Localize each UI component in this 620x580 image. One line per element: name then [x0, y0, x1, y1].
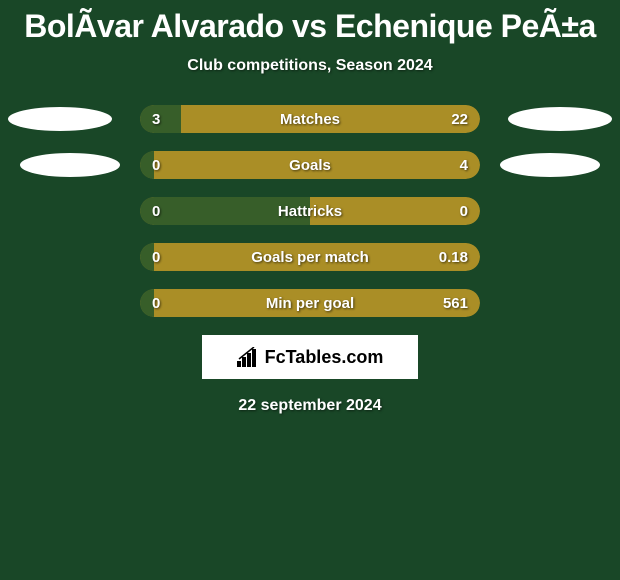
stat-row: 0 Min per goal 561 — [0, 289, 620, 317]
stat-bar-track: 0 Hattricks 0 — [140, 197, 480, 225]
stat-label: Matches — [280, 111, 340, 128]
stat-row: 0 Goals per match 0.18 — [0, 243, 620, 271]
player-ellipse-left — [8, 107, 112, 131]
stat-value-right: 4 — [460, 157, 468, 174]
stat-label: Goals per match — [251, 249, 369, 266]
stat-label: Hattricks — [278, 203, 342, 220]
stat-value-right: 0 — [460, 203, 468, 220]
player-ellipse-left — [20, 153, 120, 177]
player-ellipse-right — [500, 153, 600, 177]
stat-value-left: 0 — [152, 203, 160, 220]
stat-row: 3 Matches 22 — [0, 105, 620, 133]
brand-text: FcTables.com — [265, 347, 384, 368]
stat-label: Goals — [289, 157, 331, 174]
player-ellipse-right — [508, 107, 612, 131]
stat-value-right: 22 — [451, 111, 468, 128]
stat-value-right: 561 — [443, 295, 468, 312]
subtitle: Club competitions, Season 2024 — [0, 57, 620, 75]
stat-bar-track: 0 Goals 4 — [140, 151, 480, 179]
stat-row: 0 Goals 4 — [0, 151, 620, 179]
stat-row: 0 Hattricks 0 — [0, 197, 620, 225]
stat-bar-left — [140, 105, 181, 133]
stat-value-left: 0 — [152, 157, 160, 174]
stat-bar-track: 0 Min per goal 561 — [140, 289, 480, 317]
stat-value-left: 3 — [152, 111, 160, 128]
stat-value-left: 0 — [152, 295, 160, 312]
stat-value-right: 0.18 — [439, 249, 468, 266]
stat-value-left: 0 — [152, 249, 160, 266]
date-label: 22 september 2024 — [0, 397, 620, 415]
stat-bar-track: 0 Goals per match 0.18 — [140, 243, 480, 271]
comparison-chart: 3 Matches 22 0 Goals 4 0 Hattricks 0 0 Goals per m… — [0, 105, 620, 317]
page-title: BolÃvar Alvarado vs Echenique PeÃ±a — [0, 8, 620, 45]
brand-logo-box: FcTables.com — [202, 335, 418, 379]
stat-bar-track: 3 Matches 22 — [140, 105, 480, 133]
chart-icon — [237, 347, 259, 367]
stat-label: Min per goal — [266, 295, 354, 312]
